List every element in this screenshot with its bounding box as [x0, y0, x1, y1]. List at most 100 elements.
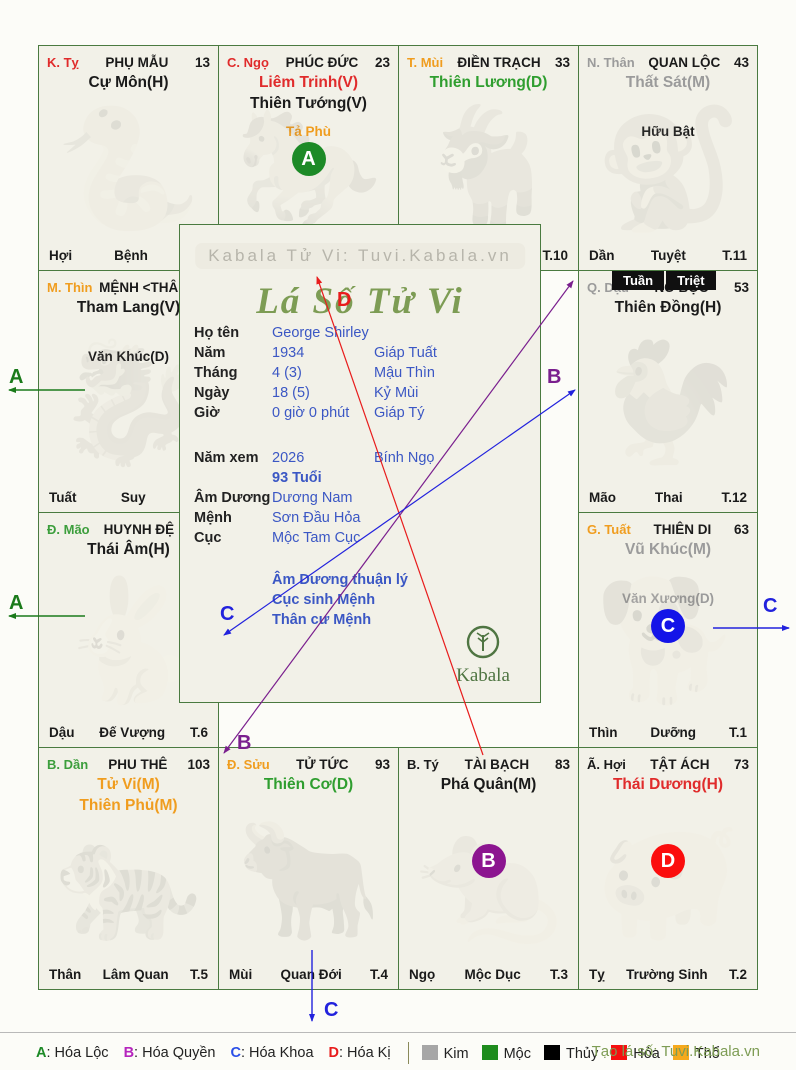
legend-letter-a: A	[36, 1045, 47, 1061]
cycle-label: T.11	[722, 248, 747, 263]
age-value: 93 Tuổi	[272, 470, 322, 486]
major-star: Tham Lang(V)	[76, 299, 181, 316]
palace-cell-quan-loc: N. Thân QUAN LỘC 43 Thất Sát(M) Hữu Bật 🐒 …	[578, 45, 758, 271]
palace-name: MỆNH <THÂN>	[99, 280, 196, 295]
major-star: Liêm Trinh(V)	[258, 74, 359, 91]
arrow-label-c: C	[763, 595, 777, 617]
legend-label: : Hóa Khoa	[240, 1045, 314, 1061]
cycle-label: T.12	[721, 490, 747, 505]
info-value: 2026	[272, 450, 305, 466]
element-tho: Thổ	[672, 1044, 720, 1062]
transformation-badge: A	[291, 142, 326, 176]
cycle-label: T.4	[369, 967, 388, 982]
major-star: Thất Sát(M)	[625, 74, 711, 91]
major-star: Cự Môn(H)	[88, 74, 169, 91]
info-label: Giờ	[194, 405, 220, 421]
minor-star: Văn Khúc(D)	[88, 349, 169, 364]
info-label: Mệnh	[194, 510, 232, 526]
zodiac-monkey-icon: 🐒	[594, 103, 742, 236]
thuy-swatch	[543, 1044, 560, 1060]
info-label: Năm	[194, 345, 226, 361]
kabala-logo: Kabala	[450, 625, 516, 687]
palace-number: 43	[733, 55, 749, 70]
major-star: Thiên Đồng(H)	[614, 299, 722, 316]
info-label: Cục	[194, 530, 222, 546]
palace-number: 53	[733, 280, 749, 295]
element-label: Mộc	[503, 1045, 531, 1062]
major-star: Tử Vi(M)	[97, 776, 160, 793]
cycle-label: T.5	[189, 967, 208, 982]
info-value: George Shirley	[272, 325, 369, 341]
arrow-label-a: A	[9, 366, 23, 388]
life-stage-label: Đế Vượng	[99, 725, 166, 740]
palace-name: TÀI BẠCH	[464, 757, 530, 772]
info-value: Sơn Đầu Hỏa	[272, 510, 361, 526]
transformation-badge: D	[651, 844, 685, 878]
cell-stem: G. Tuất	[587, 522, 631, 537]
info-label: Tháng	[194, 365, 238, 381]
major-star: Phá Quân(M)	[440, 776, 537, 793]
arrow-label-c: C	[324, 999, 338, 1021]
destiny-note: Âm Dương thuận lý	[272, 572, 409, 588]
info-value: Kỷ Mùi	[374, 385, 419, 401]
cell-stem: Đ. Mão	[47, 522, 90, 537]
minor-star: Văn Xương(D)	[621, 591, 715, 606]
palace-name: TẬT ÁCH	[650, 757, 710, 772]
major-star: Thái Dương(H)	[612, 776, 724, 793]
cell-stem: B. Dần	[47, 757, 89, 772]
branch-label: Dậu	[49, 725, 75, 740]
legend-label: : Hóa Quyền	[134, 1045, 216, 1061]
palace-name: PHÚC ĐỨC	[285, 55, 359, 70]
life-stage-label: Quan Đới	[280, 967, 342, 982]
branch-label: Thân	[49, 967, 82, 982]
palace-cell-tu-tuc: Đ. Sửu TỬ TỨC 93 Thiên Cơ(D) 🐂 Mùi Quan Đới…	[218, 747, 399, 990]
cell-stem: C. Ngọ	[227, 55, 269, 70]
info-value: Giáp Tý	[374, 405, 425, 421]
palace-number: 93	[374, 757, 390, 772]
info-value: Mậu Thìn	[374, 365, 435, 381]
palace-name: HUYNH ĐỆ	[103, 522, 175, 537]
credit-link[interactable]: Tạo lá số: Tuvi.Kabala.vn	[591, 1043, 760, 1060]
minor-star: Hữu Bật	[641, 124, 695, 139]
legend-letter-c: C	[230, 1045, 241, 1061]
palace-number: 23	[374, 55, 390, 70]
info-label: Năm xem	[194, 450, 259, 466]
info-label: Ngày	[194, 385, 230, 401]
element-label: Thủy	[565, 1045, 599, 1062]
info-value: 4 (3)	[272, 365, 302, 381]
palace-number: 33	[554, 55, 570, 70]
zodiac-goat-icon: 🐐	[415, 103, 562, 236]
palace-number: 73	[733, 757, 749, 772]
cycle-label: T.6	[189, 725, 208, 740]
branch-label: Dần	[589, 248, 615, 263]
branch-label: Thìn	[589, 725, 618, 740]
palace-name: QUAN LỘC	[648, 55, 721, 70]
cell-stem: B. Tý	[407, 757, 439, 772]
zodiac-pig-icon: 🐖	[594, 813, 742, 946]
life-stage-label: Mộc Dục	[464, 967, 521, 982]
palace-number: 63	[733, 522, 749, 537]
branch-label: Mùi	[229, 967, 253, 982]
life-stage-label: Lâm Quan	[102, 967, 169, 982]
info-value: Giáp Tuất	[374, 345, 437, 361]
zodiac-rat-icon: 🐀	[415, 813, 562, 946]
tho-swatch	[672, 1044, 689, 1060]
palace-name: ĐIỀN TRẠCH	[457, 55, 541, 70]
palace-number: 103	[187, 757, 210, 772]
watermark: Kabala Tử Vi: Tuvi.Kabala.vn	[195, 243, 525, 269]
element-kim: Kim	[421, 1044, 469, 1062]
legend-letter-d: D	[328, 1045, 339, 1061]
legend-letter-b: B	[123, 1045, 135, 1061]
cell-stem: Đ. Sửu	[227, 757, 270, 772]
palace-name: TỬ TỨC	[296, 757, 349, 772]
legend-hoa-khoa: C: Hóa Khoa	[230, 1045, 313, 1061]
minor-star: Tả Phù	[285, 124, 331, 139]
info-label: Âm Dương	[194, 490, 271, 506]
destiny-note: Cục sinh Mệnh	[272, 592, 376, 608]
kabala-logo-text: Kabala	[456, 665, 510, 686]
major-star: Thiên Tướng(V)	[250, 95, 367, 112]
kim-swatch	[421, 1044, 438, 1060]
info-value: Mộc Tam Cục	[272, 530, 361, 546]
info-value: 0 giờ 0 phút	[272, 405, 350, 421]
